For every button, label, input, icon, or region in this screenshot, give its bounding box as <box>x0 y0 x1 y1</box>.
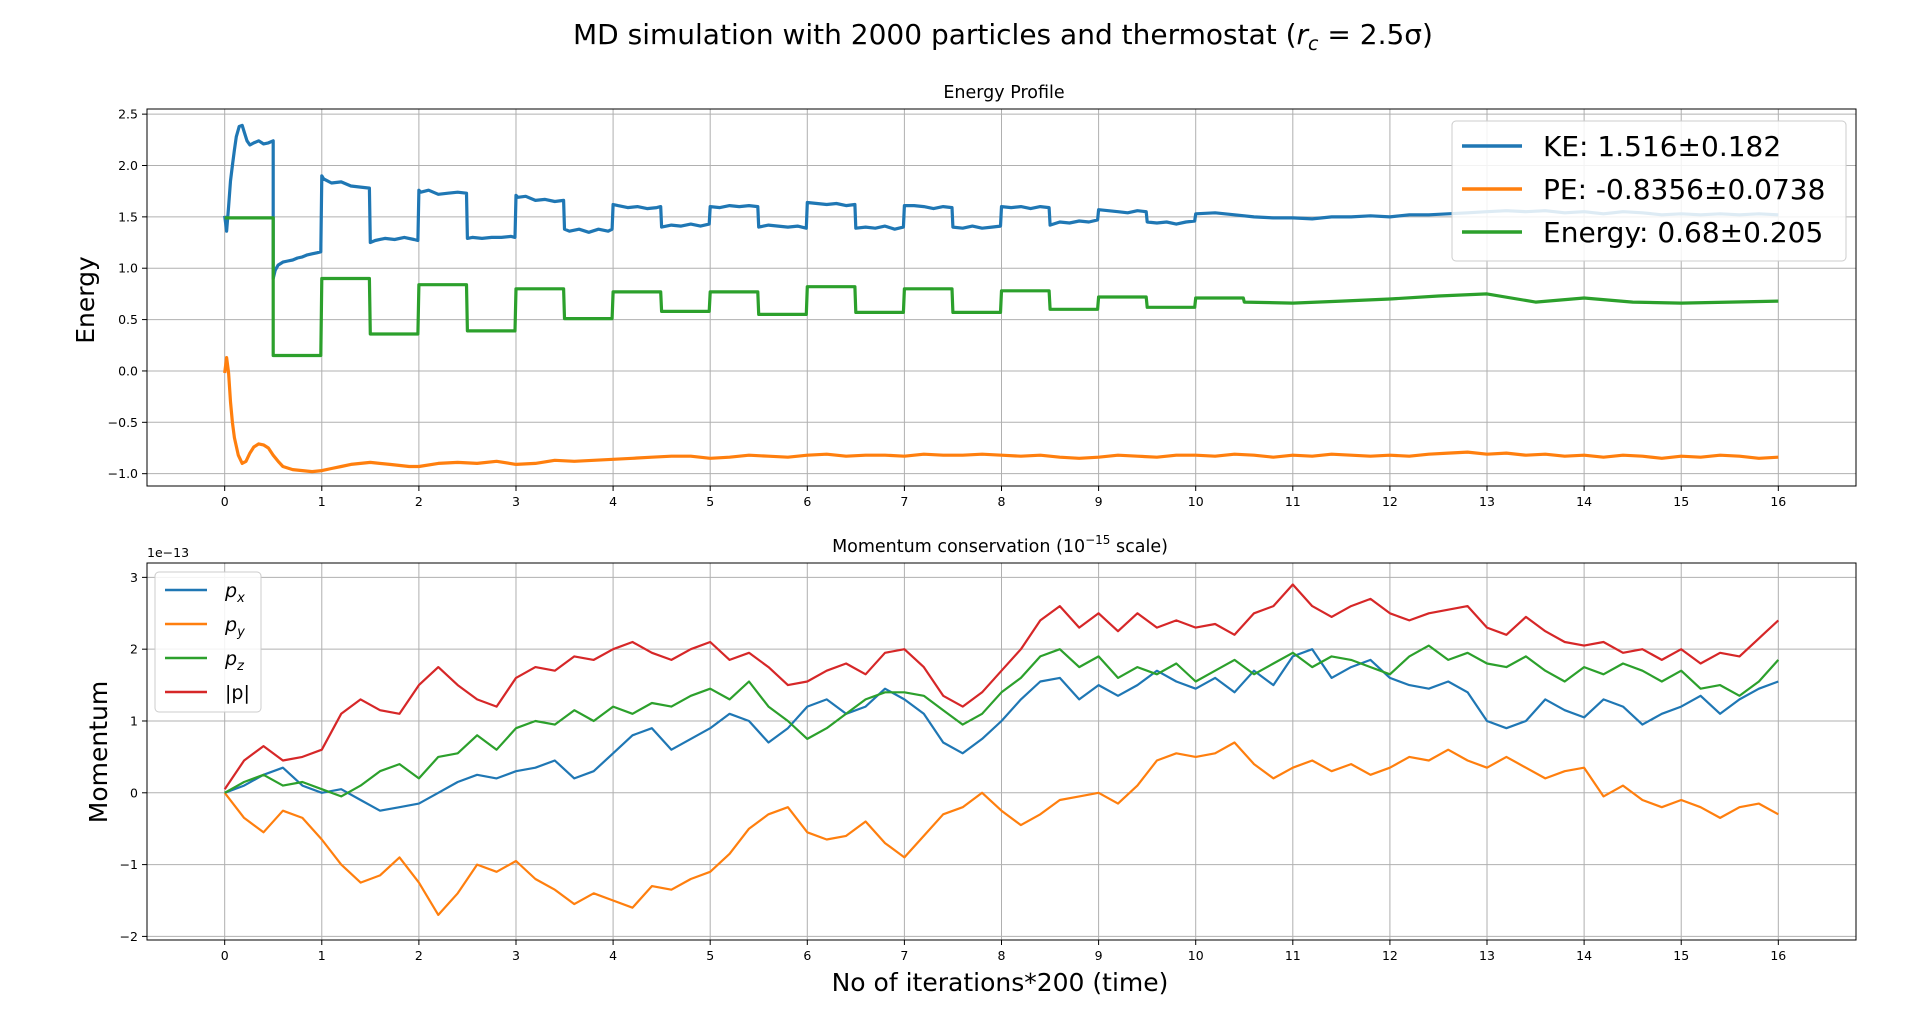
energy-y-label: Energy <box>71 256 100 344</box>
momentum-y-tick-label: 1 <box>130 713 138 728</box>
energy-x-tick-label: 13 <box>1479 494 1495 509</box>
energy-x-tick-label: 1 <box>318 494 326 509</box>
momentum-title: Momentum conservation (10−15 scale) <box>832 533 1168 557</box>
momentum-x-tick-label: 11 <box>1285 948 1301 963</box>
energy-legend-label: Energy: 0.68±0.205 <box>1543 216 1823 249</box>
momentum-x-tick-label: 12 <box>1382 948 1398 963</box>
momentum-x-tick-label: 5 <box>706 948 714 963</box>
momentum-x-tick-label: 8 <box>998 948 1006 963</box>
momentum-offset-text: 1e−13 <box>147 545 189 560</box>
energy-x-tick-label: 0 <box>221 494 229 509</box>
energy-legend-label: KE: 1.516±0.182 <box>1543 130 1781 163</box>
energy-y-tick-label: 1.0 <box>118 261 138 276</box>
momentum-y-tick-label: −1 <box>120 857 138 872</box>
energy-x-tick-label: 3 <box>512 494 520 509</box>
energy-x-tick-label: 15 <box>1673 494 1689 509</box>
energy-y-tick-label: 0.0 <box>118 363 138 378</box>
momentum-x-tick-label: 13 <box>1479 948 1495 963</box>
momentum-series-line-py <box>223 741 1779 917</box>
momentum-x-tick-label: 2 <box>415 948 423 963</box>
momentum-x-tick-label: 9 <box>1095 948 1103 963</box>
momentum-legend: px py pz |p| <box>154 571 262 713</box>
momentum-y-tick-label: −2 <box>120 929 138 944</box>
energy-legend-box <box>1451 120 1847 262</box>
momentum-series-line-pz <box>224 644 1780 798</box>
energy-y-tick-label: 0.5 <box>118 312 138 327</box>
energy-x-tick-label: 6 <box>803 494 811 509</box>
energy-series-line-pe-0-8356-0-0738 <box>223 356 1779 474</box>
figure-x-label: No of iterations*200 (time) <box>832 968 1169 997</box>
momentum-y-tick-label: 3 <box>130 570 138 585</box>
energy-y-tick-label: −0.5 <box>108 415 138 430</box>
momentum-x-tick-label: 15 <box>1673 948 1689 963</box>
energy-x-tick-label: 11 <box>1285 494 1301 509</box>
energy-profile-axes: Energy Profile 0 1 2 3 4 5 6 7 8 9 10 11 12 13 14 15 16−… <box>71 83 1857 509</box>
energy-x-tick-label: 9 <box>1095 494 1103 509</box>
energy-y-tick-label: 1.5 <box>118 209 138 224</box>
momentum-x-tick-label: 0 <box>221 948 229 963</box>
energy-y-tick-label: 2.5 <box>118 107 138 122</box>
energy-profile-title: Energy Profile <box>943 83 1064 103</box>
energy-x-tick-label: 2 <box>415 494 423 509</box>
momentum-x-tick-label: 16 <box>1770 948 1786 963</box>
energy-y-tick-label: 2.0 <box>118 158 138 173</box>
figure-suptitle: MD simulation with 2000 particles and th… <box>573 18 1433 55</box>
energy-series-line-energy-0-68-0-205 <box>224 216 1779 358</box>
momentum-x-tick-label: 1 <box>318 948 326 963</box>
momentum-series-line-px <box>224 648 1779 812</box>
energy-x-tick-label: 12 <box>1382 494 1398 509</box>
momentum-legend-box <box>154 571 262 713</box>
momentum-x-tick-label: 7 <box>900 948 908 963</box>
momentum-y-tick-label: 2 <box>130 642 138 657</box>
energy-series-line-ke-1-516-0-182 <box>223 123 1779 281</box>
energy-legend: KE: 1.516±0.182 PE: -0.8356±0.0738 Energy:… <box>1451 120 1847 262</box>
energy-x-tick-label: 14 <box>1576 494 1592 509</box>
momentum-legend-label: pz <box>224 648 245 674</box>
energy-series-lines <box>223 123 1779 474</box>
momentum-x-tick-label: 10 <box>1188 948 1204 963</box>
energy-x-tick-label: 7 <box>900 494 908 509</box>
momentum-x-tick-label: 6 <box>803 948 811 963</box>
momentum-series-line-p <box>223 583 1780 790</box>
energy-x-tick-label: 5 <box>706 494 714 509</box>
energy-ticks: 0 1 2 3 4 5 6 7 8 9 10 11 12 13 14 15 16−1.0−0.50.00.51.… <box>108 107 1787 509</box>
momentum-legend-label: px <box>224 580 245 606</box>
momentum-series-lines <box>223 583 1780 917</box>
momentum-y-tick-label: 0 <box>130 785 138 800</box>
energy-x-tick-label: 16 <box>1770 494 1786 509</box>
momentum-x-tick-label: 4 <box>609 948 617 963</box>
momentum-legend-label: py <box>224 614 245 640</box>
momentum-x-tick-label: 3 <box>512 948 520 963</box>
momentum-y-label: Momentum <box>84 681 113 823</box>
momentum-grid <box>147 563 1856 940</box>
energy-legend-label: PE: -0.8356±0.0738 <box>1543 173 1825 206</box>
momentum-legend-label: |p| <box>225 682 250 704</box>
energy-x-tick-label: 4 <box>609 494 617 509</box>
momentum-axes: Momentum conservation (10−15 scale) 1e−1… <box>84 533 1857 963</box>
momentum-x-tick-label: 14 <box>1576 948 1592 963</box>
energy-x-tick-label: 8 <box>998 494 1006 509</box>
energy-x-tick-label: 10 <box>1188 494 1204 509</box>
energy-y-tick-label: −1.0 <box>108 466 138 481</box>
